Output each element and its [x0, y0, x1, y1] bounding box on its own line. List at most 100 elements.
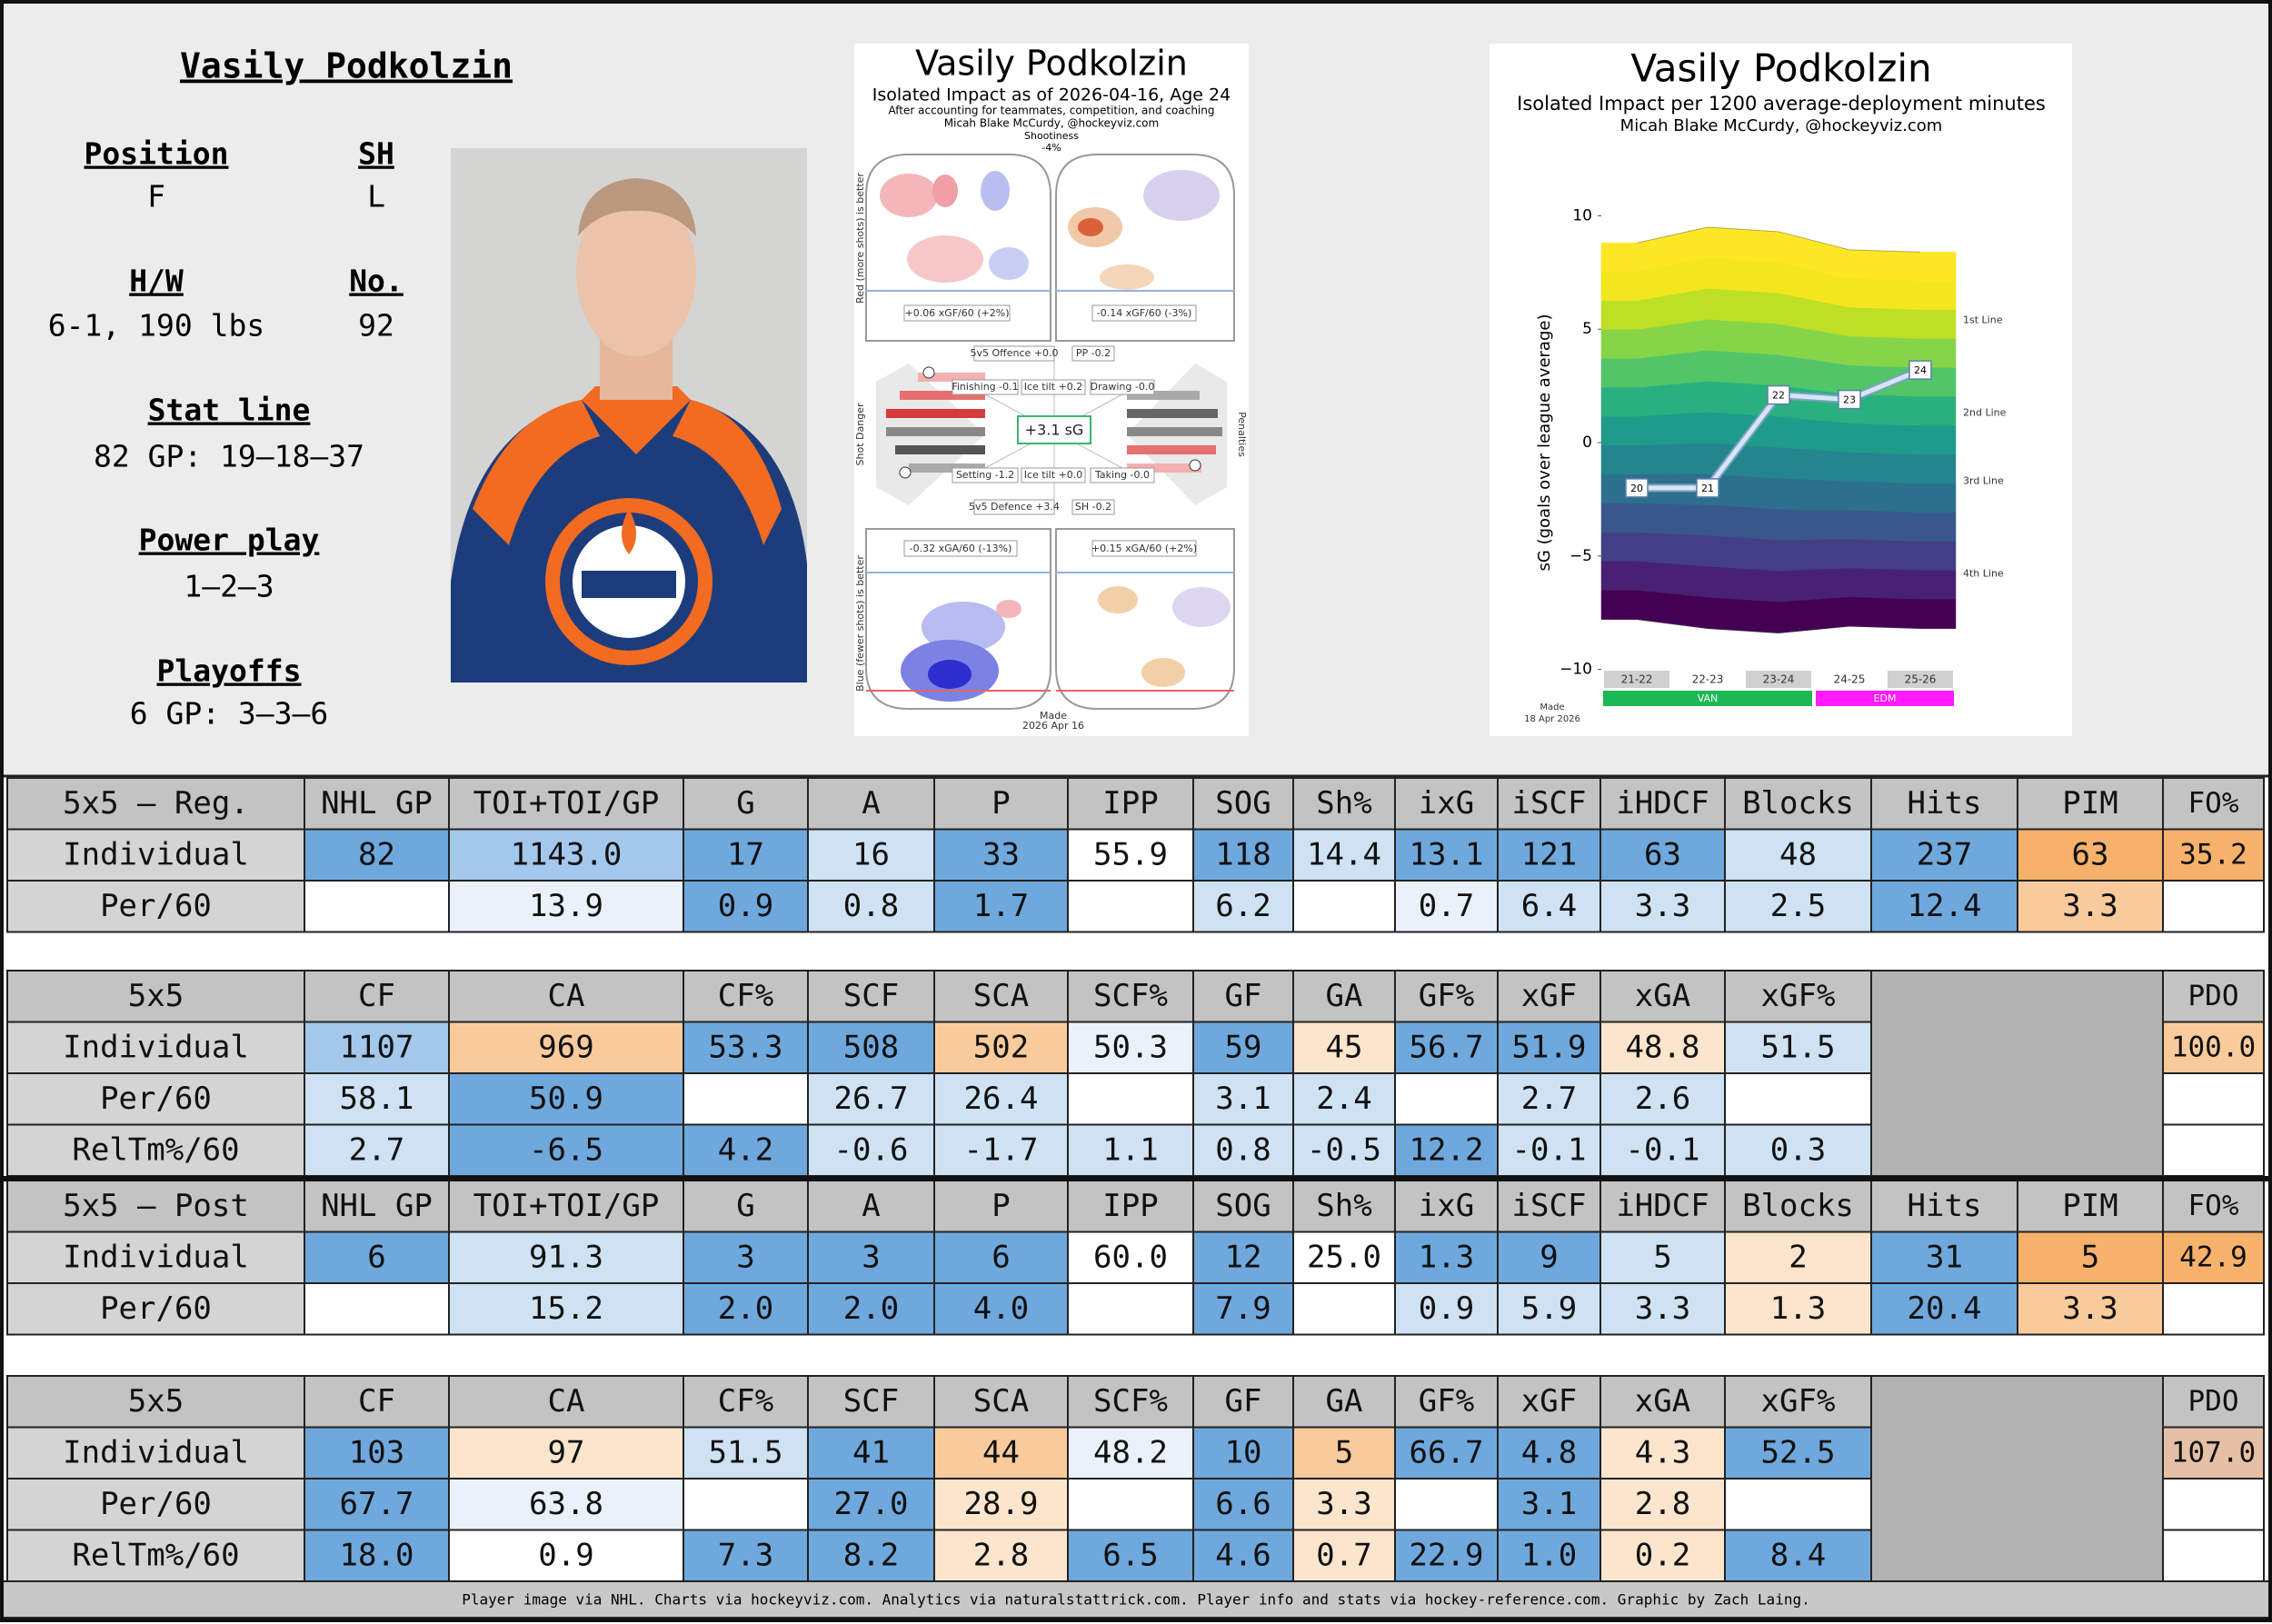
table-cell [1870, 777, 2018, 831]
table-cell [1724, 970, 1872, 1023]
xga-left: -0.32 xGA/60 (-13%) [910, 543, 1012, 554]
column-header: CF [358, 978, 395, 1014]
stat-value: 10 [1225, 1434, 1262, 1470]
table-cell [807, 1123, 935, 1177]
stat-value: -0.5 [1307, 1131, 1381, 1168]
point-marker [1696, 478, 1719, 498]
table-cell [1292, 1123, 1396, 1177]
column-header: P [992, 785, 1010, 822]
table-cell [1192, 1426, 1294, 1480]
table-cell [683, 1230, 809, 1284]
table-cell [2162, 1529, 2265, 1582]
table-cell [6, 1123, 305, 1177]
stat-value: 33 [982, 836, 1020, 872]
breakdown-label: Ice tilt +0.0 [1024, 469, 1083, 481]
column-header: GF [1225, 1383, 1262, 1420]
table-cell [1394, 1529, 1499, 1582]
column-header: Hits [1908, 1188, 1982, 1224]
column-header: iSCF [1512, 1188, 1587, 1224]
defence-rinks [865, 528, 1235, 710]
table-title: 5x5 [128, 978, 184, 1014]
table-cell [2162, 1426, 2265, 1480]
table-cell [1192, 1282, 1294, 1336]
table-cell [1292, 1529, 1396, 1582]
table-cell [304, 1375, 450, 1429]
column-header: IPP [1102, 1188, 1158, 1224]
table-cell [1599, 1426, 1726, 1480]
table-cell [1599, 1021, 1726, 1074]
table-cell [448, 1230, 684, 1284]
table-cell [2162, 1180, 2265, 1233]
team-bar [1603, 691, 1812, 706]
table-cell [1292, 1021, 1396, 1074]
column-header: Blocks [1742, 1188, 1854, 1224]
stat-value: 63 [2072, 836, 2109, 872]
y-tick-label: 10 [1572, 206, 1592, 224]
breakdown-label: Drawing -0.0 [1091, 381, 1155, 393]
table-cell [304, 1072, 450, 1126]
deployment-band [1600, 590, 1957, 633]
stat-value: 42.9 [2179, 1240, 2247, 1273]
column-header: GF [1225, 978, 1262, 1014]
table-cell [1192, 1478, 1294, 1531]
stat-value: -0.6 [834, 1131, 909, 1168]
stat-value: 0.9 [538, 1537, 593, 1573]
table-cell [683, 1282, 809, 1336]
band-edge [1636, 226, 1921, 253]
table-cell [1394, 1230, 1499, 1284]
column-header: CF [358, 1383, 395, 1420]
made-label: Made [1040, 710, 1067, 722]
column-header: PIM [2062, 785, 2118, 822]
table-title: 5x5 [128, 1383, 184, 1420]
stat-value: 52.5 [1761, 1434, 1836, 1470]
stat-value: 45 [1326, 1029, 1363, 1065]
field-value: L [367, 179, 385, 214]
table-cell [1599, 1375, 1726, 1429]
line-label: 4th Line [1963, 568, 2004, 580]
stat-value: 1143.0 [511, 836, 623, 872]
side-label: Red (more shots) is better [854, 173, 866, 304]
column-header: GF% [1419, 1383, 1474, 1420]
stat-value: -0.1 [1512, 1131, 1587, 1168]
table-cell [1067, 777, 1194, 831]
point-label: 21 [1701, 483, 1714, 494]
table-cell [6, 1375, 305, 1429]
team-bar [1816, 691, 1954, 706]
table-cell [807, 1230, 935, 1284]
stat-value: 8.2 [843, 1537, 899, 1573]
stat-value: 31 [1926, 1239, 1963, 1275]
stat-value: 25.0 [1307, 1239, 1381, 1275]
y-tick-label: −5 [1569, 547, 1592, 565]
table-cell [933, 1478, 1069, 1531]
table-spacer [1870, 1375, 2164, 1582]
column-header: xGA [1635, 1383, 1690, 1420]
stat-value: 6 [367, 1239, 385, 1275]
stat-value: 20.4 [1908, 1290, 1982, 1327]
table-cell [1067, 1375, 1194, 1429]
stat-value: 66.7 [1410, 1434, 1484, 1470]
table-cell [1292, 970, 1396, 1023]
stat-value: 22.9 [1410, 1537, 1484, 1573]
table-cell [683, 1478, 809, 1531]
impact-subtitle: Isolated Impact as of 2026-04-16, Age 24 [872, 85, 1231, 105]
table-cell [807, 1375, 935, 1429]
field-value: 6-1, 190 lbs [48, 308, 264, 344]
column-header: PDO [2188, 1385, 2239, 1418]
table-cell [1192, 1021, 1294, 1074]
point-marker [1838, 389, 1861, 410]
offence-rinks [865, 154, 1235, 342]
breakdown-label: SH -0.2 [1075, 501, 1111, 513]
table-cell [1192, 880, 1294, 933]
table-cell [933, 1072, 1069, 1126]
chart-author: Micah Blake McCurdy, @hockeyviz.com [1620, 116, 1943, 135]
table-cell [304, 1123, 450, 1177]
table-cell [1724, 828, 1872, 882]
table-cell [2162, 777, 2265, 831]
column-header: iHDCF [1616, 785, 1709, 822]
stat-value: 6.4 [1521, 888, 1577, 924]
stat-value: 0.7 [1316, 1537, 1371, 1573]
field-label: Stat line [148, 393, 311, 428]
point-marker [1767, 384, 1790, 405]
table-cell [807, 777, 935, 831]
